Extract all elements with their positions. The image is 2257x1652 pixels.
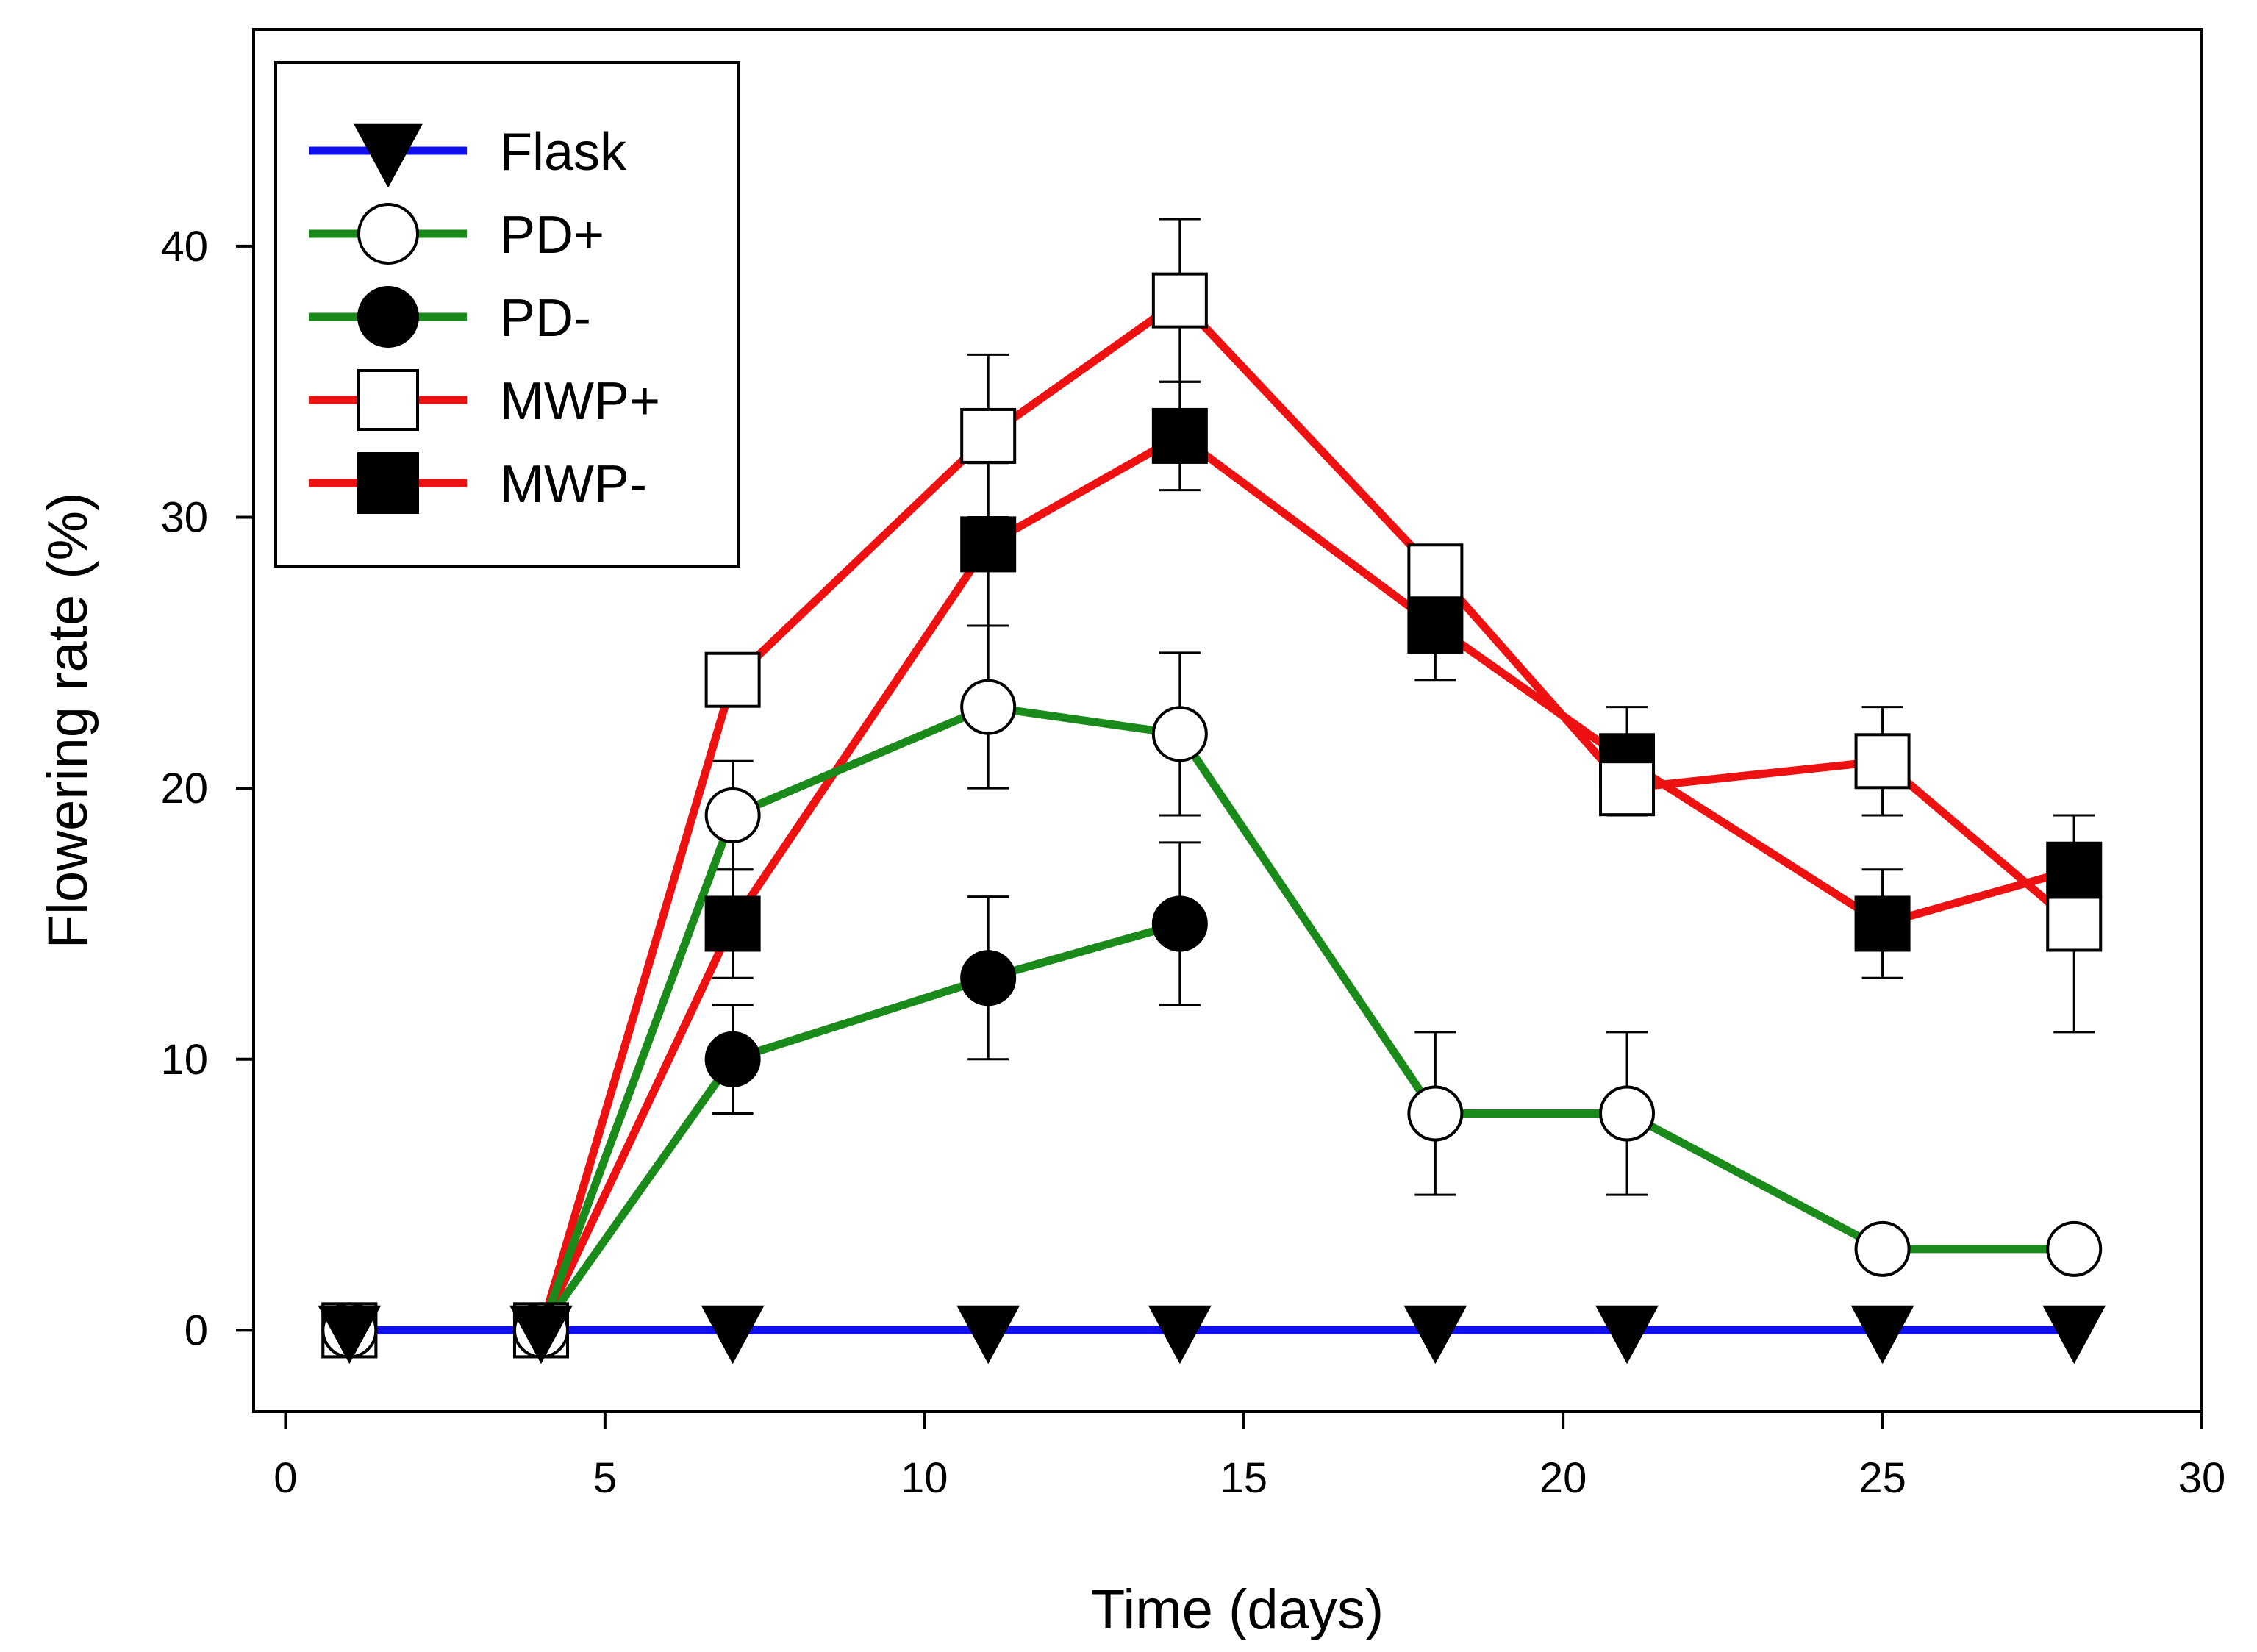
data-point bbox=[704, 1031, 761, 1087]
error-bars bbox=[712, 218, 2095, 1196]
y-tick-label: 40 bbox=[160, 223, 208, 271]
data-point bbox=[1407, 543, 1464, 600]
y-tick-label: 20 bbox=[160, 765, 208, 812]
data-point bbox=[1151, 895, 1208, 952]
legend-marker bbox=[357, 452, 419, 514]
plot-frame bbox=[252, 28, 2203, 1413]
x-tick-label: 5 bbox=[593, 1454, 617, 1502]
y-axis-title: Flowering rate (%) bbox=[37, 493, 99, 949]
data-point bbox=[1599, 1085, 1656, 1142]
x-tick-label: 25 bbox=[1859, 1454, 1906, 1502]
data-point bbox=[2046, 841, 2103, 898]
data-point bbox=[704, 787, 761, 844]
data-point bbox=[1854, 1220, 1911, 1277]
data-point bbox=[1148, 1305, 1212, 1365]
x-axis-title: Time (days) bbox=[1091, 1578, 1384, 1641]
data-point bbox=[1151, 407, 1208, 464]
x-axis: 0 5 10 15 20 25 30 bbox=[273, 1412, 2225, 1502]
data-point bbox=[509, 1305, 573, 1365]
data-point bbox=[1151, 272, 1208, 329]
data-point bbox=[1151, 706, 1208, 762]
legend-label: MWP- bbox=[500, 455, 647, 514]
legend: Flask PD+ PD- MWP+ MWP- bbox=[274, 61, 740, 568]
legend-label: Flask bbox=[500, 123, 627, 182]
legend-label: PD- bbox=[500, 289, 591, 348]
y-axis: 0 10 20 30 40 bbox=[160, 223, 254, 1354]
data-point bbox=[1407, 597, 1464, 654]
data-point bbox=[1595, 1305, 1659, 1365]
y-tick-label: 0 bbox=[185, 1306, 208, 1354]
x-tick-label: 15 bbox=[1220, 1454, 1267, 1502]
data-point bbox=[960, 950, 1017, 1006]
legend-marker bbox=[357, 203, 419, 265]
data-point bbox=[2046, 895, 2103, 952]
series-line-mwp-minus bbox=[349, 432, 2075, 1334]
data-point bbox=[2042, 1305, 2106, 1365]
data-point bbox=[1403, 1305, 1467, 1365]
legend-label: PD+ bbox=[500, 206, 604, 265]
y-tick-label: 10 bbox=[160, 1036, 208, 1084]
data-point bbox=[960, 516, 1017, 573]
data-markers bbox=[318, 272, 2106, 1365]
x-tick-label: 0 bbox=[273, 1454, 297, 1502]
data-point bbox=[318, 1305, 382, 1365]
legend-marker bbox=[357, 369, 419, 431]
legend-marker bbox=[357, 286, 419, 348]
data-point bbox=[1407, 1085, 1464, 1142]
data-point bbox=[704, 651, 761, 708]
data-point bbox=[1850, 1305, 1914, 1365]
y-tick-label: 30 bbox=[160, 494, 208, 542]
data-point bbox=[704, 895, 761, 952]
data-point bbox=[956, 1305, 1020, 1365]
data-point bbox=[1599, 760, 1656, 817]
x-tick-label: 20 bbox=[1539, 1454, 1587, 1502]
data-point bbox=[960, 679, 1017, 735]
data-point bbox=[2046, 1220, 2103, 1277]
x-tick-label: 30 bbox=[2178, 1454, 2226, 1502]
data-point bbox=[701, 1305, 765, 1365]
data-point bbox=[960, 407, 1017, 464]
data-point bbox=[1854, 895, 1911, 952]
x-tick-label: 10 bbox=[901, 1454, 948, 1502]
data-point bbox=[1854, 733, 1911, 790]
series-line-pd-minus bbox=[349, 920, 1181, 1334]
legend-marker bbox=[353, 123, 423, 188]
legend-label: MWP+ bbox=[500, 372, 660, 431]
